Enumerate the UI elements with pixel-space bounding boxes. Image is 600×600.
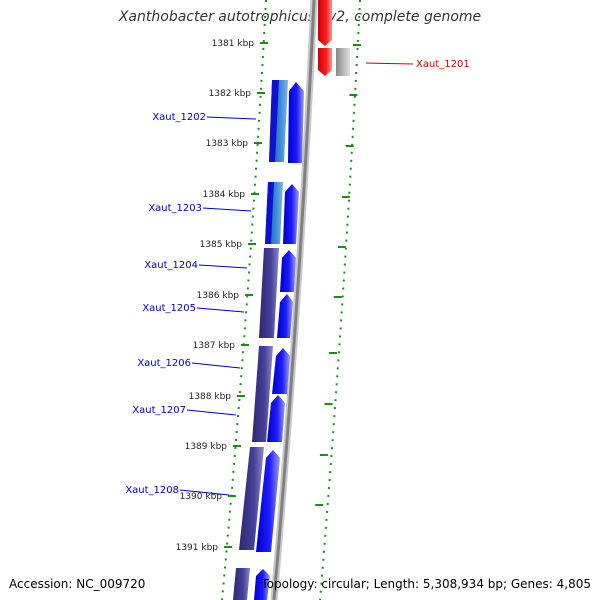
forward-strand-track — [233, 80, 304, 600]
gene-label[interactable]: Xaut_1206 — [137, 358, 191, 369]
kbp-tick-label: 1384 kbp — [203, 190, 246, 200]
gene-arrow-xaut-1204 — [280, 250, 296, 292]
gene-leader-line — [206, 116, 257, 120]
kbp-tick-label: 1391 kbp — [176, 543, 219, 553]
gene-label[interactable]: Xaut_1202 — [152, 112, 206, 123]
band-xaut-1203-dark — [265, 182, 274, 244]
gene-leader-line — [186, 409, 237, 416]
gene-arrow-xaut-1206 — [272, 348, 290, 394]
gene-leader-line — [191, 362, 241, 369]
gene-label[interactable]: Xaut_1205 — [142, 303, 196, 314]
map-title: Xanthobacter autotrophicus Py2, complete… — [118, 9, 482, 25]
gene-arrow-xaut-1201 — [318, 0, 332, 46]
gene-labels: Xaut_1201 Xaut_1202 Xaut_1203 Xaut_1204 Xaut… — [125, 59, 469, 496]
kbp-tick-label: 1381 kbp — [212, 39, 255, 49]
gene-arrow-xaut-1205 — [277, 294, 293, 338]
gene-arrow-xaut-1202 — [288, 82, 304, 163]
kbp-tick-label: 1390 kbp — [180, 492, 223, 502]
gene-arrow-xaut-1208 — [256, 450, 280, 552]
gene-label[interactable]: Xaut_1203 — [148, 203, 202, 214]
gene-label[interactable]: Xaut_1201 — [416, 59, 470, 70]
kbp-ticks: 1381 kbp 1382 kbp 1383 kbp 1384 kbp 1385 kbp… — [176, 39, 268, 553]
gene-arrow-xaut-1201-part2 — [318, 48, 332, 76]
band-xaut-1206-1207 — [252, 346, 273, 442]
gene-arrow-xaut-1207 — [267, 395, 285, 442]
band-partial-bottom — [233, 568, 250, 600]
outer-ring-ticks — [315, 44, 361, 506]
gene-arrow-xaut-1203 — [283, 184, 299, 244]
gene-label[interactable]: Xaut_1204 — [144, 260, 198, 271]
kbp-tick-label: 1382 kbp — [209, 89, 252, 99]
gene-block-gray — [336, 48, 350, 76]
kbp-tick-label: 1387 kbp — [193, 341, 236, 351]
kbp-tick-label: 1383 kbp — [206, 139, 249, 149]
genome-summary-text: Topology: circular; Length: 5,308,934 bp… — [261, 577, 591, 591]
accession-text: Accession: NC_009720 — [9, 577, 146, 591]
gene-arrow-partial-bottom — [254, 569, 270, 600]
outer-dotted-ring — [319, 0, 361, 600]
gene-leader-line — [179, 489, 230, 496]
backbone — [270, 0, 318, 600]
kbp-tick-label: 1386 kbp — [197, 291, 240, 301]
gene-leader-line — [365, 62, 414, 65]
band-xaut-1208 — [239, 447, 264, 550]
band-xaut-1202-dark — [269, 80, 279, 162]
gene-label[interactable]: Xaut_1208 — [125, 485, 179, 496]
gene-leader-line — [198, 264, 248, 269]
gene-label[interactable]: Xaut_1207 — [132, 405, 186, 416]
reverse-strand-track — [318, 0, 350, 76]
kbp-tick-label: 1389 kbp — [185, 442, 228, 452]
gene-leader-line — [196, 307, 245, 313]
band-xaut-1204-1205 — [259, 248, 279, 338]
kbp-tick-label: 1385 kbp — [200, 240, 243, 250]
gene-leader-line — [202, 207, 252, 212]
kbp-tick-label: 1388 kbp — [189, 392, 232, 402]
